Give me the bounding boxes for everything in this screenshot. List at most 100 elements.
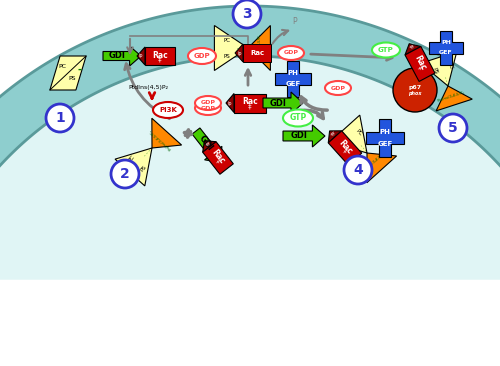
Polygon shape [328,131,362,165]
Text: ip: ip [204,141,210,147]
Text: Rac: Rac [152,51,168,60]
Polygon shape [202,142,234,174]
Polygon shape [145,47,175,65]
Text: Rac: Rac [250,50,264,56]
Text: GDI: GDI [196,134,214,152]
Ellipse shape [153,102,183,118]
Polygon shape [115,148,152,186]
Polygon shape [283,125,325,147]
Text: ip: ip [408,44,414,51]
Polygon shape [152,118,182,148]
Text: GDP: GDP [194,53,210,59]
Text: PS: PS [431,66,438,74]
Text: ‡: ‡ [158,56,162,62]
Circle shape [111,160,139,188]
Text: GTP: GTP [290,113,306,123]
Text: GDP: GDP [330,86,345,90]
Polygon shape [202,141,216,152]
Text: GEF: GEF [378,141,392,147]
Text: PS: PS [140,165,148,173]
Text: GDI: GDI [109,52,126,60]
Circle shape [344,156,372,184]
Text: GDI: GDI [270,98,286,108]
Polygon shape [103,46,141,66]
Polygon shape [328,131,342,143]
Polygon shape [234,93,266,112]
Text: Rac: Rac [336,138,353,156]
Circle shape [393,68,437,112]
Polygon shape [235,44,243,62]
Polygon shape [330,115,367,153]
Polygon shape [405,46,435,82]
Text: PC: PC [446,61,453,70]
Text: PH: PH [288,70,298,76]
Text: ‡: ‡ [214,158,222,164]
Text: ‡: ‡ [248,103,252,109]
Polygon shape [192,128,222,163]
Text: - - -: - - - [143,148,152,158]
Polygon shape [429,31,463,65]
Text: 5: 5 [448,121,458,135]
Polygon shape [436,86,472,111]
Text: PtdIns(3,4,5)P₃: PtdIns(3,4,5)P₃ [258,34,262,63]
Text: 1: 1 [55,111,65,125]
Polygon shape [367,153,396,183]
Text: PS: PS [224,53,230,59]
Circle shape [46,104,74,132]
Ellipse shape [283,109,313,127]
Text: ip: ip [238,51,242,56]
Ellipse shape [195,96,221,110]
Ellipse shape [195,101,221,115]
Text: GDP: GDP [284,51,298,56]
Text: PtdIns(3,4,5)P₃: PtdIns(3,4,5)P₃ [148,128,172,150]
Text: 2: 2 [120,167,130,181]
Ellipse shape [278,46,304,60]
Text: ip: ip [329,131,336,137]
Text: GEF: GEF [439,51,453,56]
Text: PC: PC [128,154,136,163]
Polygon shape [275,61,311,97]
Text: PC: PC [355,128,363,137]
Text: GDI: GDI [290,131,308,141]
Text: ip: ip [228,101,232,105]
Text: PC: PC [223,37,230,42]
Polygon shape [366,119,404,157]
Text: GDP: GDP [200,105,216,111]
Text: GTP: GTP [378,47,394,53]
Polygon shape [243,44,271,62]
Text: Rac: Rac [242,97,258,107]
Text: - - -: - - - [442,76,450,85]
Text: 4: 4 [353,163,363,177]
Polygon shape [263,92,303,114]
Text: PI3K: PI3K [159,107,177,113]
Text: - - -: - - - [237,45,246,51]
Ellipse shape [188,48,216,64]
Text: PS: PS [343,139,351,147]
Polygon shape [0,6,500,280]
Text: PtdIns(3,4,5)P₃: PtdIns(3,4,5)P₃ [437,90,466,103]
Text: Rac: Rac [210,148,226,166]
Text: GDP: GDP [200,101,216,105]
Text: - - -: - - - [358,143,367,153]
Text: ip: ip [139,53,143,59]
Text: PH: PH [441,41,451,45]
Text: P: P [292,18,298,26]
Circle shape [233,0,261,28]
Polygon shape [226,93,234,112]
Ellipse shape [372,42,400,57]
Polygon shape [214,26,248,71]
Ellipse shape [325,81,351,95]
Text: 3: 3 [242,7,252,21]
Text: PtdIns(3,4,5)P₃: PtdIns(3,4,5)P₃ [363,151,387,173]
Polygon shape [137,47,145,65]
Text: GEF: GEF [286,81,300,87]
Text: ‡: ‡ [416,64,424,70]
Text: PS: PS [68,76,76,82]
Circle shape [439,114,467,142]
Polygon shape [0,56,500,280]
Text: PH: PH [380,129,390,135]
Polygon shape [50,56,86,90]
Text: Rac: Rac [412,54,428,72]
Text: PC: PC [58,63,66,68]
Text: ‡: ‡ [342,147,348,154]
